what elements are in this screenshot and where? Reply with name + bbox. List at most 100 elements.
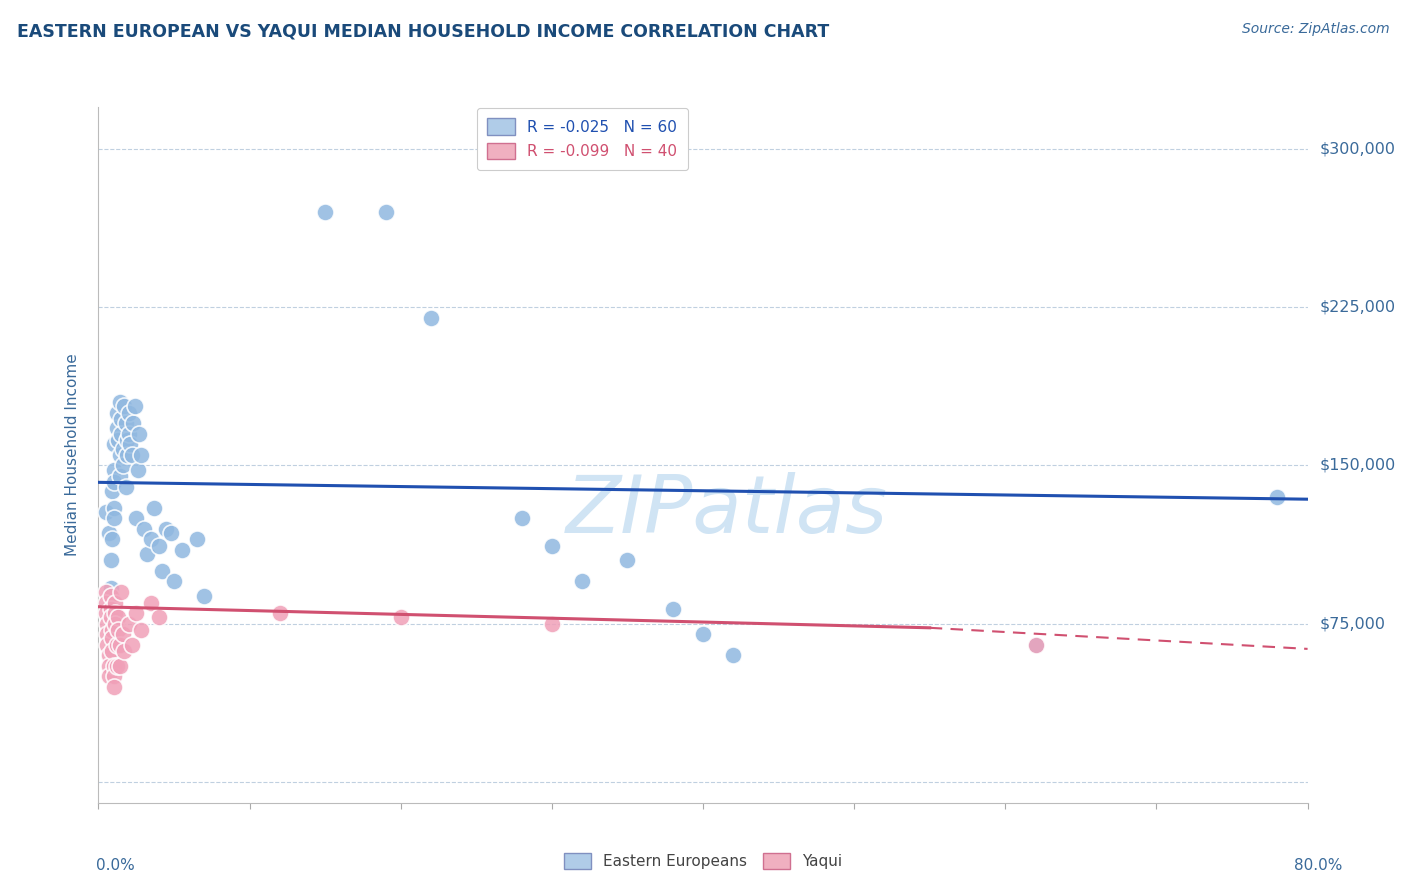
Point xyxy=(103,669,125,683)
Point xyxy=(124,400,146,414)
Point xyxy=(100,589,122,603)
Point xyxy=(103,511,125,525)
Point xyxy=(121,448,143,462)
Point xyxy=(111,458,134,473)
Point xyxy=(101,533,124,547)
Point xyxy=(143,500,166,515)
Point xyxy=(125,606,148,620)
Point xyxy=(96,627,118,641)
Point xyxy=(100,610,122,624)
Point xyxy=(107,610,129,624)
Point xyxy=(107,623,129,637)
Point xyxy=(132,522,155,536)
Point xyxy=(96,616,118,631)
Point xyxy=(121,638,143,652)
Point xyxy=(114,479,136,493)
Point xyxy=(269,606,291,620)
Point xyxy=(110,412,132,426)
Point xyxy=(101,483,124,498)
Point xyxy=(114,417,136,431)
Point xyxy=(115,433,138,447)
Point xyxy=(374,205,396,219)
Point xyxy=(135,547,157,561)
Point xyxy=(105,406,128,420)
Point xyxy=(120,437,142,451)
Text: ZIPatlas: ZIPatlas xyxy=(567,472,889,549)
Point xyxy=(103,500,125,515)
Point xyxy=(104,606,127,620)
Point xyxy=(118,616,141,631)
Point xyxy=(721,648,744,663)
Y-axis label: Median Household Income: Median Household Income xyxy=(65,353,80,557)
Point xyxy=(1265,490,1288,504)
Point xyxy=(105,658,128,673)
Point xyxy=(155,522,177,536)
Point xyxy=(540,539,562,553)
Point xyxy=(129,448,152,462)
Point xyxy=(314,205,336,219)
Point xyxy=(94,595,117,609)
Point xyxy=(148,610,170,624)
Point xyxy=(103,463,125,477)
Point xyxy=(103,680,125,694)
Point xyxy=(141,595,163,609)
Point xyxy=(129,623,152,637)
Point xyxy=(108,469,131,483)
Point xyxy=(661,602,683,616)
Point xyxy=(510,511,533,525)
Point xyxy=(108,395,131,409)
Point xyxy=(98,648,121,663)
Point xyxy=(571,574,593,589)
Point xyxy=(103,475,125,490)
Point xyxy=(389,610,412,624)
Point xyxy=(127,463,149,477)
Point xyxy=(150,564,173,578)
Point xyxy=(1024,638,1046,652)
Text: 0.0%: 0.0% xyxy=(96,858,135,872)
Point xyxy=(112,644,135,658)
Point xyxy=(98,669,121,683)
Point xyxy=(101,644,124,658)
Point xyxy=(170,542,193,557)
Point xyxy=(115,448,138,462)
Legend: Eastern Europeans, Yaqui: Eastern Europeans, Yaqui xyxy=(557,847,849,875)
Point xyxy=(108,658,131,673)
Point xyxy=(128,426,150,441)
Point xyxy=(122,417,145,431)
Point xyxy=(94,606,117,620)
Point xyxy=(141,533,163,547)
Legend: R = -0.025   N = 60, R = -0.099   N = 40: R = -0.025 N = 60, R = -0.099 N = 40 xyxy=(477,108,688,170)
Text: $150,000: $150,000 xyxy=(1320,458,1396,473)
Point xyxy=(101,632,124,646)
Point xyxy=(110,426,132,441)
Point xyxy=(1024,638,1046,652)
Point xyxy=(104,616,127,631)
Point xyxy=(540,616,562,631)
Text: Source: ZipAtlas.com: Source: ZipAtlas.com xyxy=(1241,22,1389,37)
Point xyxy=(160,525,183,540)
Point xyxy=(103,437,125,451)
Point xyxy=(148,539,170,553)
Point xyxy=(111,442,134,456)
Point xyxy=(100,581,122,595)
Point xyxy=(98,658,121,673)
Point xyxy=(616,553,638,567)
Point xyxy=(100,553,122,567)
Point xyxy=(186,533,208,547)
Point xyxy=(692,627,714,641)
Point xyxy=(193,589,215,603)
Text: 80.0%: 80.0% xyxy=(1295,858,1343,872)
Text: $300,000: $300,000 xyxy=(1320,142,1396,157)
Point xyxy=(118,406,141,420)
Point xyxy=(108,638,131,652)
Point xyxy=(110,585,132,599)
Text: EASTERN EUROPEAN VS YAQUI MEDIAN HOUSEHOLD INCOME CORRELATION CHART: EASTERN EUROPEAN VS YAQUI MEDIAN HOUSEHO… xyxy=(17,22,830,40)
Point xyxy=(112,400,135,414)
Point xyxy=(107,433,129,447)
Point xyxy=(125,511,148,525)
Point xyxy=(104,595,127,609)
Point xyxy=(163,574,186,589)
Point xyxy=(94,585,117,599)
Point xyxy=(103,658,125,673)
Point xyxy=(100,602,122,616)
